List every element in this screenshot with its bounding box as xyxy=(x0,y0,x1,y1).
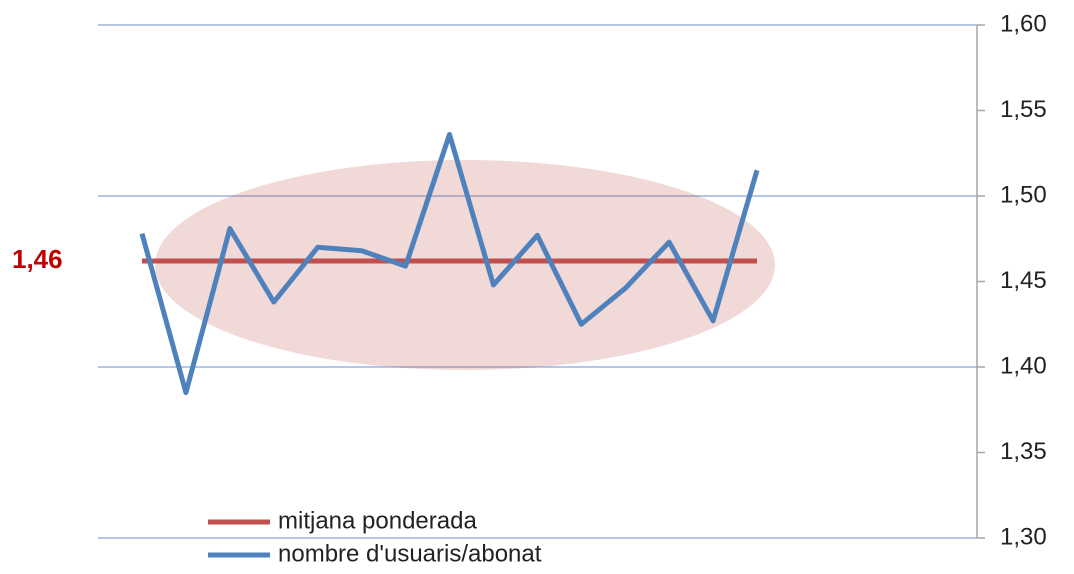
y-tick-label: 1,35 xyxy=(1000,438,1047,465)
y-tick-label: 1,40 xyxy=(1000,352,1047,379)
legend-label: nombre d'usuaris/abonat xyxy=(278,540,542,567)
y-tick-label: 1,30 xyxy=(1000,523,1047,550)
y-tick-label: 1,55 xyxy=(1000,96,1047,123)
legend-label: mitjana ponderada xyxy=(278,507,477,534)
grid xyxy=(98,24,977,539)
y-tick-label: 1,45 xyxy=(1000,267,1047,294)
series-line xyxy=(139,131,760,396)
annotation: 1,46 xyxy=(12,244,63,274)
y-tick-label: 1,60 xyxy=(1000,10,1047,37)
highlight-ellipse xyxy=(155,160,775,370)
y-tick-label: 1,50 xyxy=(1000,181,1047,208)
